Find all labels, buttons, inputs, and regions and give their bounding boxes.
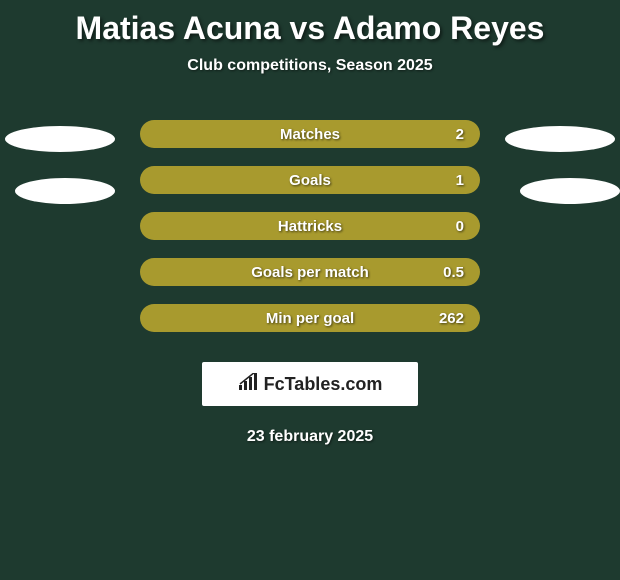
stat-value: 0 — [456, 218, 464, 235]
stat-bar-matches: Matches 2 — [140, 120, 480, 148]
main-container: Matias Acuna vs Adamo Reyes Club competi… — [0, 0, 620, 446]
stat-row: Matches 2 — [0, 120, 620, 148]
page-subtitle: Club competitions, Season 2025 — [0, 57, 620, 75]
stat-label: Goals per match — [251, 264, 369, 281]
stat-label: Hattricks — [278, 218, 342, 235]
stat-value: 262 — [439, 310, 464, 327]
stat-bar-hattricks: Hattricks 0 — [140, 212, 480, 240]
brand-logo: FcTables.com — [238, 373, 383, 396]
stat-row: Goals 1 — [0, 166, 620, 194]
stat-row: Min per goal 262 — [0, 304, 620, 332]
stat-label: Min per goal — [266, 310, 354, 327]
stats-list: Matches 2 Goals 1 Hattricks 0 Goals per … — [0, 120, 620, 332]
chart-icon — [238, 373, 260, 396]
stat-value: 0.5 — [443, 264, 464, 281]
stat-bar-mpg: Min per goal 262 — [140, 304, 480, 332]
brand-name: FcTables.com — [264, 374, 383, 395]
stat-bar-gpm: Goals per match 0.5 — [140, 258, 480, 286]
stat-value: 2 — [456, 126, 464, 143]
stat-value: 1 — [456, 172, 464, 189]
page-title: Matias Acuna vs Adamo Reyes — [0, 10, 620, 47]
stat-bar-goals: Goals 1 — [140, 166, 480, 194]
footer-date: 23 february 2025 — [0, 428, 620, 446]
stat-row: Goals per match 0.5 — [0, 258, 620, 286]
stat-label: Matches — [280, 126, 340, 143]
stat-label: Goals — [289, 172, 331, 189]
stat-row: Hattricks 0 — [0, 212, 620, 240]
brand-logo-box: FcTables.com — [202, 362, 418, 406]
